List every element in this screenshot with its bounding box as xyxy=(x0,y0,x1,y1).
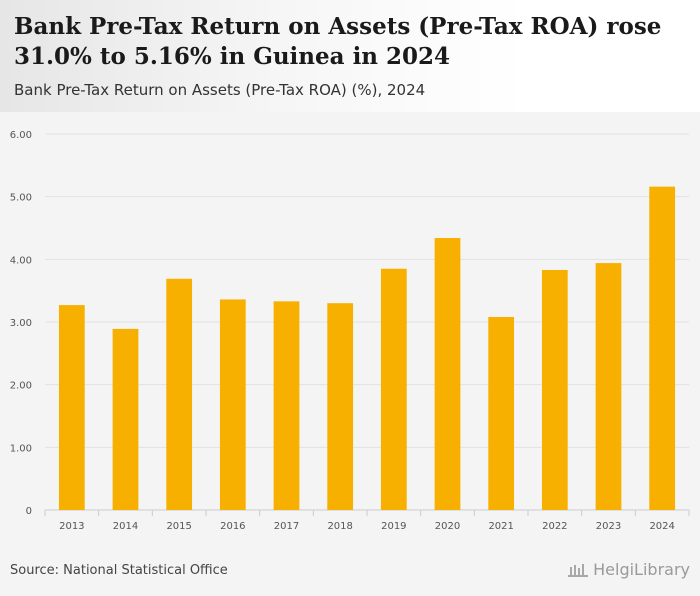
bar-2013 xyxy=(58,305,85,510)
header-band xyxy=(0,0,700,112)
bar-2018 xyxy=(327,303,354,510)
x-tick-label: 2018 xyxy=(327,521,352,532)
bar-2014 xyxy=(112,328,139,510)
x-tick-label: 2020 xyxy=(435,521,460,532)
bar-2023 xyxy=(595,263,622,510)
y-tick-label: 3.00 xyxy=(10,318,32,329)
y-tick-label: 6.00 xyxy=(10,130,32,141)
bar-2019 xyxy=(380,268,407,510)
x-tick-label: 2017 xyxy=(274,521,299,532)
x-tick-label: 2013 xyxy=(59,521,84,532)
bar-2016 xyxy=(219,299,246,510)
chart-subtitle: Bank Pre-Tax Return on Assets (Pre-Tax R… xyxy=(14,81,426,99)
y-tick-label: 5.00 xyxy=(10,193,32,204)
bar-2020 xyxy=(434,238,461,510)
y-tick-label: 1.00 xyxy=(10,443,32,454)
bar-2022 xyxy=(541,269,568,510)
x-tick-label: 2015 xyxy=(166,521,191,532)
logo-text: HelgiLibrary xyxy=(593,560,690,579)
chart-title: Bank Pre-Tax Return on Assets (Pre-Tax R… xyxy=(14,13,662,70)
x-tick-label: 2019 xyxy=(381,521,406,532)
source-note: Source: National Statistical Office xyxy=(10,563,228,578)
x-tick-label: 2023 xyxy=(596,521,621,532)
x-tick-label: 2024 xyxy=(649,521,674,532)
y-tick-label: 0 xyxy=(26,506,32,517)
x-tick-label: 2022 xyxy=(542,521,567,532)
bar-2015 xyxy=(166,278,193,510)
y-tick-label: 4.00 xyxy=(10,255,32,266)
helgi-library-logo[interactable]: HelgiLibrary xyxy=(567,560,690,579)
y-tick-label: 2.00 xyxy=(10,381,32,392)
x-tick-label: 2014 xyxy=(113,521,138,532)
bar-2024 xyxy=(649,186,676,510)
bar-2021 xyxy=(488,316,515,510)
x-tick-label: 2016 xyxy=(220,521,245,532)
library-logo-icon xyxy=(568,563,589,577)
bar-2017 xyxy=(273,301,300,510)
x-tick-label: 2021 xyxy=(488,521,513,532)
